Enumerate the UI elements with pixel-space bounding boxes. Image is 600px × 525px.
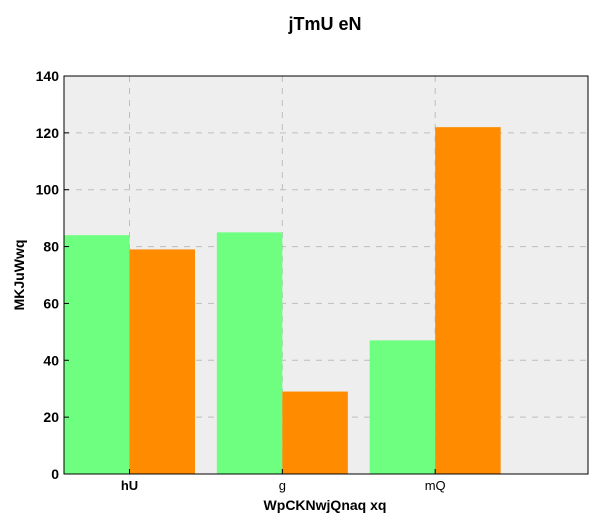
- y-tick-label: 140: [36, 68, 60, 84]
- y-axis-ticks: 0 20 40 60 80 100 120 140: [36, 68, 69, 482]
- chart-title: jTmU eN: [287, 14, 361, 34]
- y-tick-label: 20: [43, 409, 59, 425]
- y-axis-label: MKJuWwq: [11, 240, 27, 311]
- y-tick-label: 120: [36, 125, 60, 141]
- y-tick-label: 80: [43, 239, 59, 255]
- y-tick-label: 100: [36, 182, 60, 198]
- x-tick-label: mQ: [425, 478, 446, 493]
- x-tick-label: hU: [121, 478, 138, 493]
- x-tick-label: g: [279, 478, 286, 493]
- bar: [435, 127, 501, 475]
- bar: [282, 391, 348, 474]
- bar: [216, 232, 283, 474]
- plot-frame: [63, 75, 589, 475]
- x-axis-ticks: hU g mQ: [121, 469, 446, 493]
- bars: [64, 127, 501, 475]
- bar: [129, 249, 195, 474]
- x-axis-label: WpCKNwjQnaq xq: [264, 497, 387, 513]
- y-tick-label: 0: [51, 466, 59, 482]
- bar: [64, 235, 130, 474]
- bar: [369, 340, 436, 474]
- y-tick-label: 40: [43, 352, 59, 368]
- y-tick-label: 60: [43, 295, 59, 311]
